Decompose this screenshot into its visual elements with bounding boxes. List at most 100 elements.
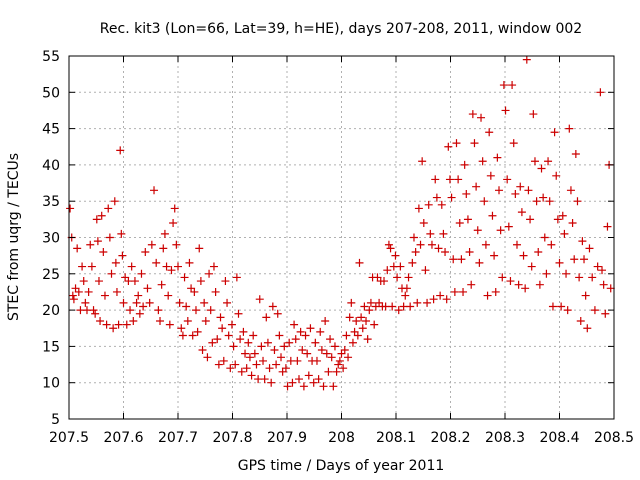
data-point [311, 338, 320, 347]
data-point [402, 284, 411, 293]
data-point [348, 338, 357, 347]
data-point [459, 287, 468, 296]
data-point [188, 331, 197, 340]
data-point [195, 244, 204, 253]
data-point [450, 287, 459, 296]
data-point [154, 306, 163, 315]
data-point [326, 335, 335, 344]
data-point [470, 139, 479, 148]
data-point [483, 291, 492, 300]
data-point [180, 273, 189, 282]
data-point [316, 327, 325, 336]
data-point [74, 287, 83, 296]
data-point [252, 360, 261, 369]
data-point [504, 222, 513, 231]
data-point [509, 139, 518, 148]
data-point [99, 248, 108, 257]
data-point [423, 298, 432, 307]
data-point [167, 266, 176, 275]
data-point [283, 382, 292, 391]
data-point [486, 171, 495, 180]
data-point [303, 349, 312, 358]
data-point [396, 262, 405, 271]
data-point [172, 240, 181, 249]
data-point [566, 186, 575, 195]
data-point [578, 237, 587, 246]
data-point [237, 367, 246, 376]
data-point [191, 306, 200, 315]
x-tick-label: 208.3 [485, 430, 525, 446]
data-point [126, 306, 135, 315]
data-point [558, 211, 567, 220]
data-point [160, 229, 169, 238]
data-point [208, 338, 217, 347]
data-point [473, 226, 482, 235]
data-point [129, 316, 138, 325]
data-point [105, 233, 114, 242]
data-point [87, 262, 96, 271]
data-point [71, 284, 80, 293]
data-point [431, 175, 440, 184]
data-point [465, 248, 474, 257]
data-point [156, 316, 165, 325]
data-point [603, 222, 612, 231]
data-point [576, 316, 585, 325]
data-point [565, 124, 574, 133]
data-point [337, 349, 346, 358]
data-point [411, 248, 420, 257]
data-point [552, 171, 561, 180]
data-point [498, 273, 507, 282]
x-tick-label: 208.4 [539, 430, 579, 446]
data-point [553, 215, 562, 224]
data-point [109, 324, 118, 333]
data-point [130, 277, 139, 286]
data-point [540, 233, 549, 242]
data-point [535, 280, 544, 289]
data-point [353, 331, 362, 340]
data-point [408, 258, 417, 267]
data-point [100, 291, 109, 300]
data-point [281, 364, 290, 373]
data-point [157, 280, 166, 289]
data-point [590, 306, 599, 315]
data-point [580, 255, 589, 264]
data-point [260, 375, 269, 384]
data-point [332, 367, 341, 376]
data-point [585, 244, 594, 253]
data-point [547, 240, 556, 249]
data-point [562, 269, 571, 278]
data-point [380, 277, 389, 286]
data-point [218, 324, 227, 333]
data-point [421, 266, 430, 275]
data-point [91, 309, 100, 318]
data-point [242, 364, 251, 373]
data-point [457, 255, 466, 264]
data-point [119, 298, 128, 307]
data-point [170, 204, 179, 213]
y-tick-label: 40 [42, 158, 60, 174]
data-point [339, 364, 348, 373]
data-point [200, 298, 209, 307]
data-point [358, 324, 367, 333]
data-point [394, 306, 403, 315]
data-point [275, 331, 284, 340]
data-point [342, 331, 351, 340]
y-tick-label: 55 [42, 49, 60, 65]
data-point [490, 251, 499, 260]
data-point [548, 302, 557, 311]
data-point [370, 320, 379, 329]
x-tick-label: 207.9 [267, 430, 307, 446]
data-point [439, 229, 448, 238]
y-tick-label: 10 [42, 376, 60, 392]
data-point [267, 378, 276, 387]
data-point [539, 193, 548, 202]
data-point [265, 364, 274, 373]
data-point [557, 302, 566, 311]
y-tick-label: 5 [51, 412, 60, 428]
data-point [447, 193, 456, 202]
data-point [319, 382, 328, 391]
data-point [455, 218, 464, 227]
data-point [94, 277, 103, 286]
data-point [268, 302, 277, 311]
data-point [426, 229, 435, 238]
